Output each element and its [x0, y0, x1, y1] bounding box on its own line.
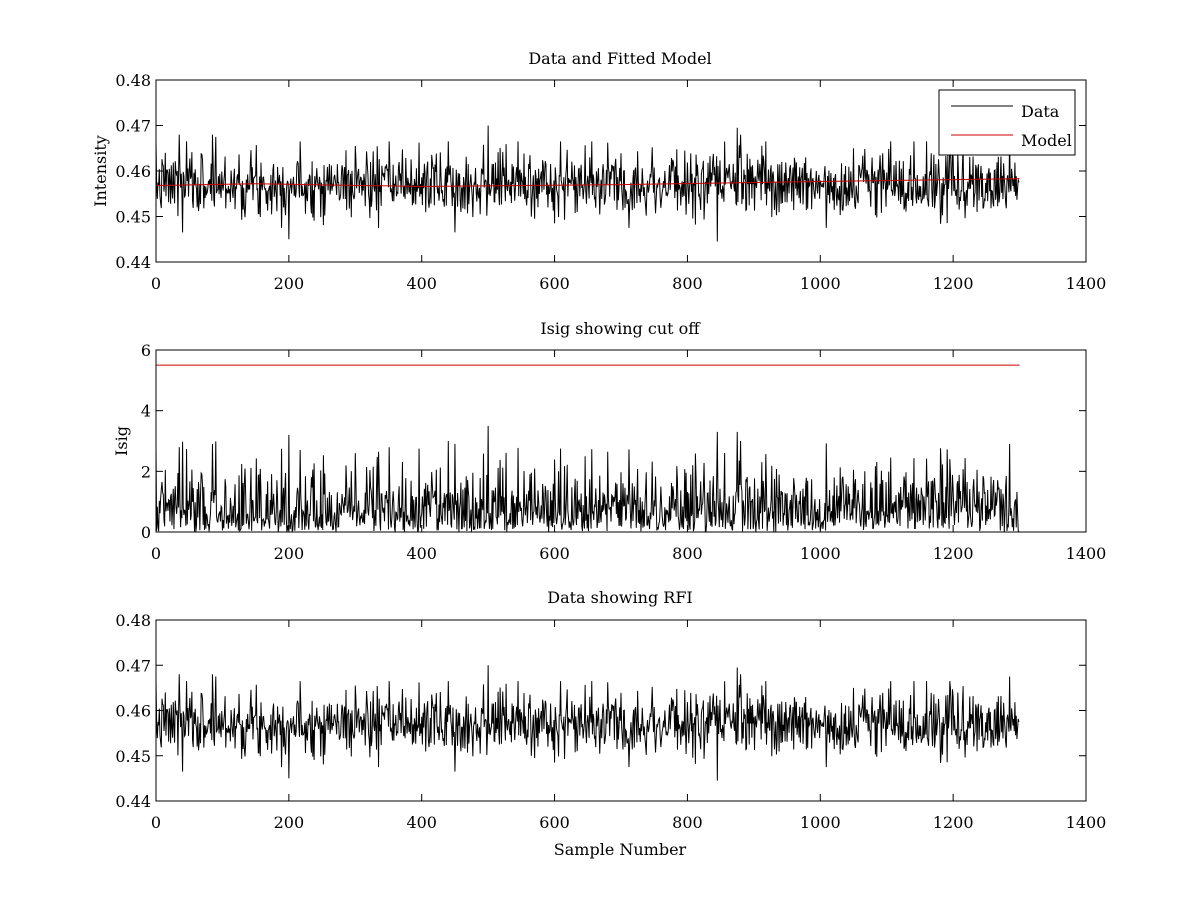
y-tick-label: 0.44: [115, 253, 151, 272]
y-tick-label: 0.48: [115, 71, 151, 90]
x-tick-label: 200: [274, 813, 305, 832]
x-tick-label: 1000: [800, 813, 841, 832]
chart-title: Data showing RFI: [547, 588, 692, 607]
x-tick-label: 600: [539, 274, 570, 293]
y-tick-label: 4: [141, 402, 151, 421]
legend-label-data: Data: [1021, 102, 1060, 121]
y-tick-label: 0.44: [115, 792, 151, 811]
x-tick-label: 200: [274, 544, 305, 563]
x-tick-label: 1400: [1066, 813, 1107, 832]
x-tick-label: 800: [672, 274, 703, 293]
x-tick-label: 200: [274, 274, 305, 293]
x-tick-label: 1200: [933, 544, 974, 563]
y-tick-label: 0.46: [115, 702, 151, 721]
series-line-isig: [155, 425, 1020, 533]
y-tick-label: 0.47: [115, 117, 151, 136]
y-tick-label: 0.48: [115, 611, 151, 630]
x-tick-label: 800: [672, 544, 703, 563]
panel-isig-showing-cut-off: Isig showing cut off Isig 0 200 400 600 800 1…: [112, 319, 1106, 563]
plot-area: 0 200 400 600 800 1000 1200 1400 0.44 0.45 0.46 0.4…: [115, 611, 1106, 832]
x-tick-label: 800: [672, 813, 703, 832]
y-axis-label: Intensity: [91, 135, 110, 207]
legend-label-model: Model: [1021, 131, 1072, 150]
legend: Data Model: [938, 89, 1076, 156]
panel-data-showing-rfi: Data showing RFI Sample Number 0 200 400 60…: [115, 588, 1106, 859]
chart-title: Isig showing cut off: [540, 319, 701, 338]
legend-box: [938, 89, 1076, 156]
y-tick-label: 6: [141, 341, 151, 360]
y-tick-label: 0.46: [115, 162, 151, 181]
y-tick-label: 0.45: [115, 208, 151, 227]
x-axis-label: Sample Number: [554, 840, 687, 859]
series-line-data: [155, 665, 1020, 781]
panel-data-and-fitted-model: Data and Fitted Model Intensity 0 200 400 6…: [91, 49, 1106, 293]
x-tick-label: 1000: [800, 544, 841, 563]
x-tick-label: 1000: [800, 274, 841, 293]
x-tick-label: 400: [406, 274, 437, 293]
x-tick-label: 1200: [933, 274, 974, 293]
plot-area: 0 200 400 600 800 1000 1200 1400 0.44 0.45 0.46 0.4…: [115, 71, 1106, 293]
chart-title: Data and Fitted Model: [528, 49, 711, 68]
y-axis-label: Isig: [112, 426, 131, 456]
x-tick-label: 0: [151, 544, 161, 563]
x-tick-label: 600: [539, 544, 570, 563]
x-tick-label: 400: [406, 544, 437, 563]
x-tick-label: 1400: [1066, 544, 1107, 563]
x-tick-label: 400: [406, 813, 437, 832]
plot-area: 0 200 400 600 800 1000 1200 1400 0 2 4 6: [141, 341, 1107, 563]
x-tick-label: 1200: [933, 813, 974, 832]
x-tick-label: 0: [151, 274, 161, 293]
y-tick-label: 0.47: [115, 656, 151, 675]
axes-frame: [155, 349, 1087, 533]
series-line-model: [155, 178, 1020, 187]
series-line-data: [155, 125, 1020, 242]
x-tick-label: 0: [151, 813, 161, 832]
x-tick-label: 600: [539, 813, 570, 832]
y-tick-label: 2: [141, 462, 151, 481]
x-tick-label: 1400: [1066, 274, 1107, 293]
y-tick-label: 0: [141, 523, 151, 542]
y-tick-label: 0.45: [115, 747, 151, 766]
